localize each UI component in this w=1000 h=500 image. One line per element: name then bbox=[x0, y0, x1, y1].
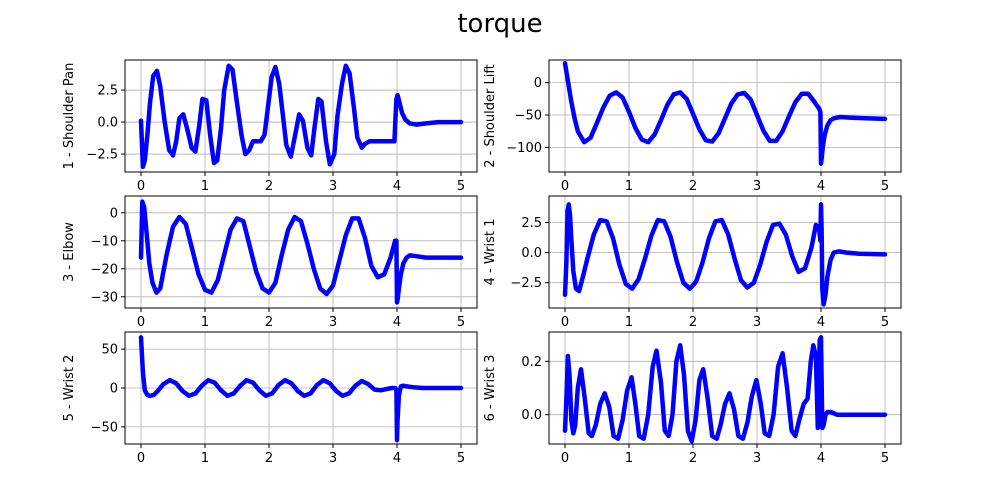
y-tick-label: 2.5 bbox=[521, 216, 542, 231]
y-tick-label: 2.5 bbox=[97, 84, 118, 99]
y-axis-label: 1 - Shoulder Pan bbox=[62, 63, 77, 170]
torque-series-line bbox=[562, 60, 888, 166]
y-tick-label: −50 bbox=[91, 420, 118, 435]
x-tick-label: 5 bbox=[881, 315, 889, 330]
axes-frame bbox=[124, 195, 478, 309]
y-tick-label: 0.0 bbox=[97, 116, 118, 131]
x-tick-label: 2 bbox=[265, 315, 273, 330]
axes-frame bbox=[548, 331, 902, 445]
subplot-2: 0 1 2 3 4 5 −100 −50 0 2 - Shoulder Lift bbox=[483, 59, 902, 194]
torque-series-line bbox=[562, 335, 888, 444]
figure-title: torque bbox=[457, 9, 542, 39]
x-tick-label: 1 bbox=[201, 179, 209, 194]
y-tick-label: 0 bbox=[534, 76, 542, 91]
y-tick-label: 0.0 bbox=[521, 246, 542, 261]
subplot-grid: 0 1 2 3 4 5 −2.5 0.0 2.5 1 - Shoulder Pan 0 1 2 3 4 5 −1… bbox=[62, 59, 902, 466]
x-tick-label: 4 bbox=[393, 315, 401, 330]
x-tick-label: 1 bbox=[625, 179, 633, 194]
x-tick-label: 5 bbox=[881, 451, 889, 466]
y-tick-label: 0 bbox=[110, 382, 118, 397]
x-tick-label: 3 bbox=[753, 315, 761, 330]
subplot-3: 0 1 2 3 4 5 −30 −20 −10 0 3 - Elbow bbox=[62, 195, 478, 330]
x-tick-label: 3 bbox=[329, 315, 337, 330]
y-tick-label: −2.5 bbox=[86, 148, 118, 163]
y-axis-label: 4 - Wrist 1 bbox=[483, 219, 498, 286]
y-tick-label: 50 bbox=[101, 343, 118, 358]
subplot-6: 0 1 2 3 4 5 0.0 0.2 6 - Wrist 3 bbox=[483, 331, 902, 466]
y-tick-label: −50 bbox=[515, 109, 542, 124]
axes-frame bbox=[548, 195, 902, 309]
x-tick-label: 3 bbox=[329, 179, 337, 194]
y-tick-label: −10 bbox=[91, 234, 118, 249]
x-tick-label: 3 bbox=[753, 451, 761, 466]
y-tick-label: 0.0 bbox=[521, 408, 542, 423]
x-tick-label: 2 bbox=[689, 451, 697, 466]
x-tick-label: 3 bbox=[753, 179, 761, 194]
y-tick-label: 0.2 bbox=[521, 355, 542, 370]
x-tick-label: 1 bbox=[201, 315, 209, 330]
x-tick-label: 4 bbox=[393, 179, 401, 194]
torque-series-line bbox=[138, 199, 464, 305]
torque-series-line bbox=[138, 335, 464, 443]
x-tick-label: 4 bbox=[393, 451, 401, 466]
x-tick-label: 0 bbox=[137, 179, 145, 194]
x-tick-label: 3 bbox=[329, 451, 337, 466]
subplot-4: 0 1 2 3 4 5 −2.5 0.0 2.5 4 - Wrist 1 bbox=[483, 195, 902, 330]
subplot-1: 0 1 2 3 4 5 −2.5 0.0 2.5 1 - Shoulder Pan bbox=[62, 59, 478, 194]
y-axis-label: 3 - Elbow bbox=[62, 222, 77, 282]
x-tick-label: 4 bbox=[817, 315, 825, 330]
x-tick-label: 2 bbox=[689, 179, 697, 194]
x-tick-label: 4 bbox=[817, 179, 825, 194]
y-tick-label: −2.5 bbox=[510, 276, 542, 291]
x-tick-label: 5 bbox=[457, 179, 465, 194]
x-tick-label: 5 bbox=[457, 315, 465, 330]
x-tick-label: 2 bbox=[265, 179, 273, 194]
y-axis-label: 5 - Wrist 2 bbox=[62, 355, 77, 422]
x-tick-label: 2 bbox=[689, 315, 697, 330]
x-tick-label: 0 bbox=[561, 315, 569, 330]
x-tick-label: 2 bbox=[265, 451, 273, 466]
x-tick-label: 5 bbox=[881, 179, 889, 194]
x-tick-label: 1 bbox=[625, 451, 633, 466]
y-tick-label: −30 bbox=[91, 290, 118, 305]
y-tick-label: −20 bbox=[91, 262, 118, 277]
axes-frame bbox=[548, 59, 902, 173]
x-tick-label: 5 bbox=[457, 451, 465, 466]
x-tick-label: 0 bbox=[137, 315, 145, 330]
x-tick-label: 1 bbox=[201, 451, 209, 466]
subplot-5: 0 1 2 3 4 5 −50 0 50 5 - Wrist 2 bbox=[62, 331, 478, 466]
y-axis-label: 2 - Shoulder Lift bbox=[483, 64, 498, 168]
x-tick-label: 1 bbox=[625, 315, 633, 330]
x-tick-label: 0 bbox=[561, 451, 569, 466]
torque-series-line bbox=[138, 63, 464, 170]
x-tick-label: 0 bbox=[561, 179, 569, 194]
y-tick-label: −100 bbox=[506, 141, 542, 156]
y-axis-label: 6 - Wrist 3 bbox=[483, 355, 498, 422]
x-tick-label: 4 bbox=[817, 451, 825, 466]
y-tick-label: 0 bbox=[110, 206, 118, 221]
x-tick-label: 0 bbox=[137, 451, 145, 466]
torque-series-line bbox=[562, 202, 888, 307]
axes-frame bbox=[124, 59, 478, 173]
